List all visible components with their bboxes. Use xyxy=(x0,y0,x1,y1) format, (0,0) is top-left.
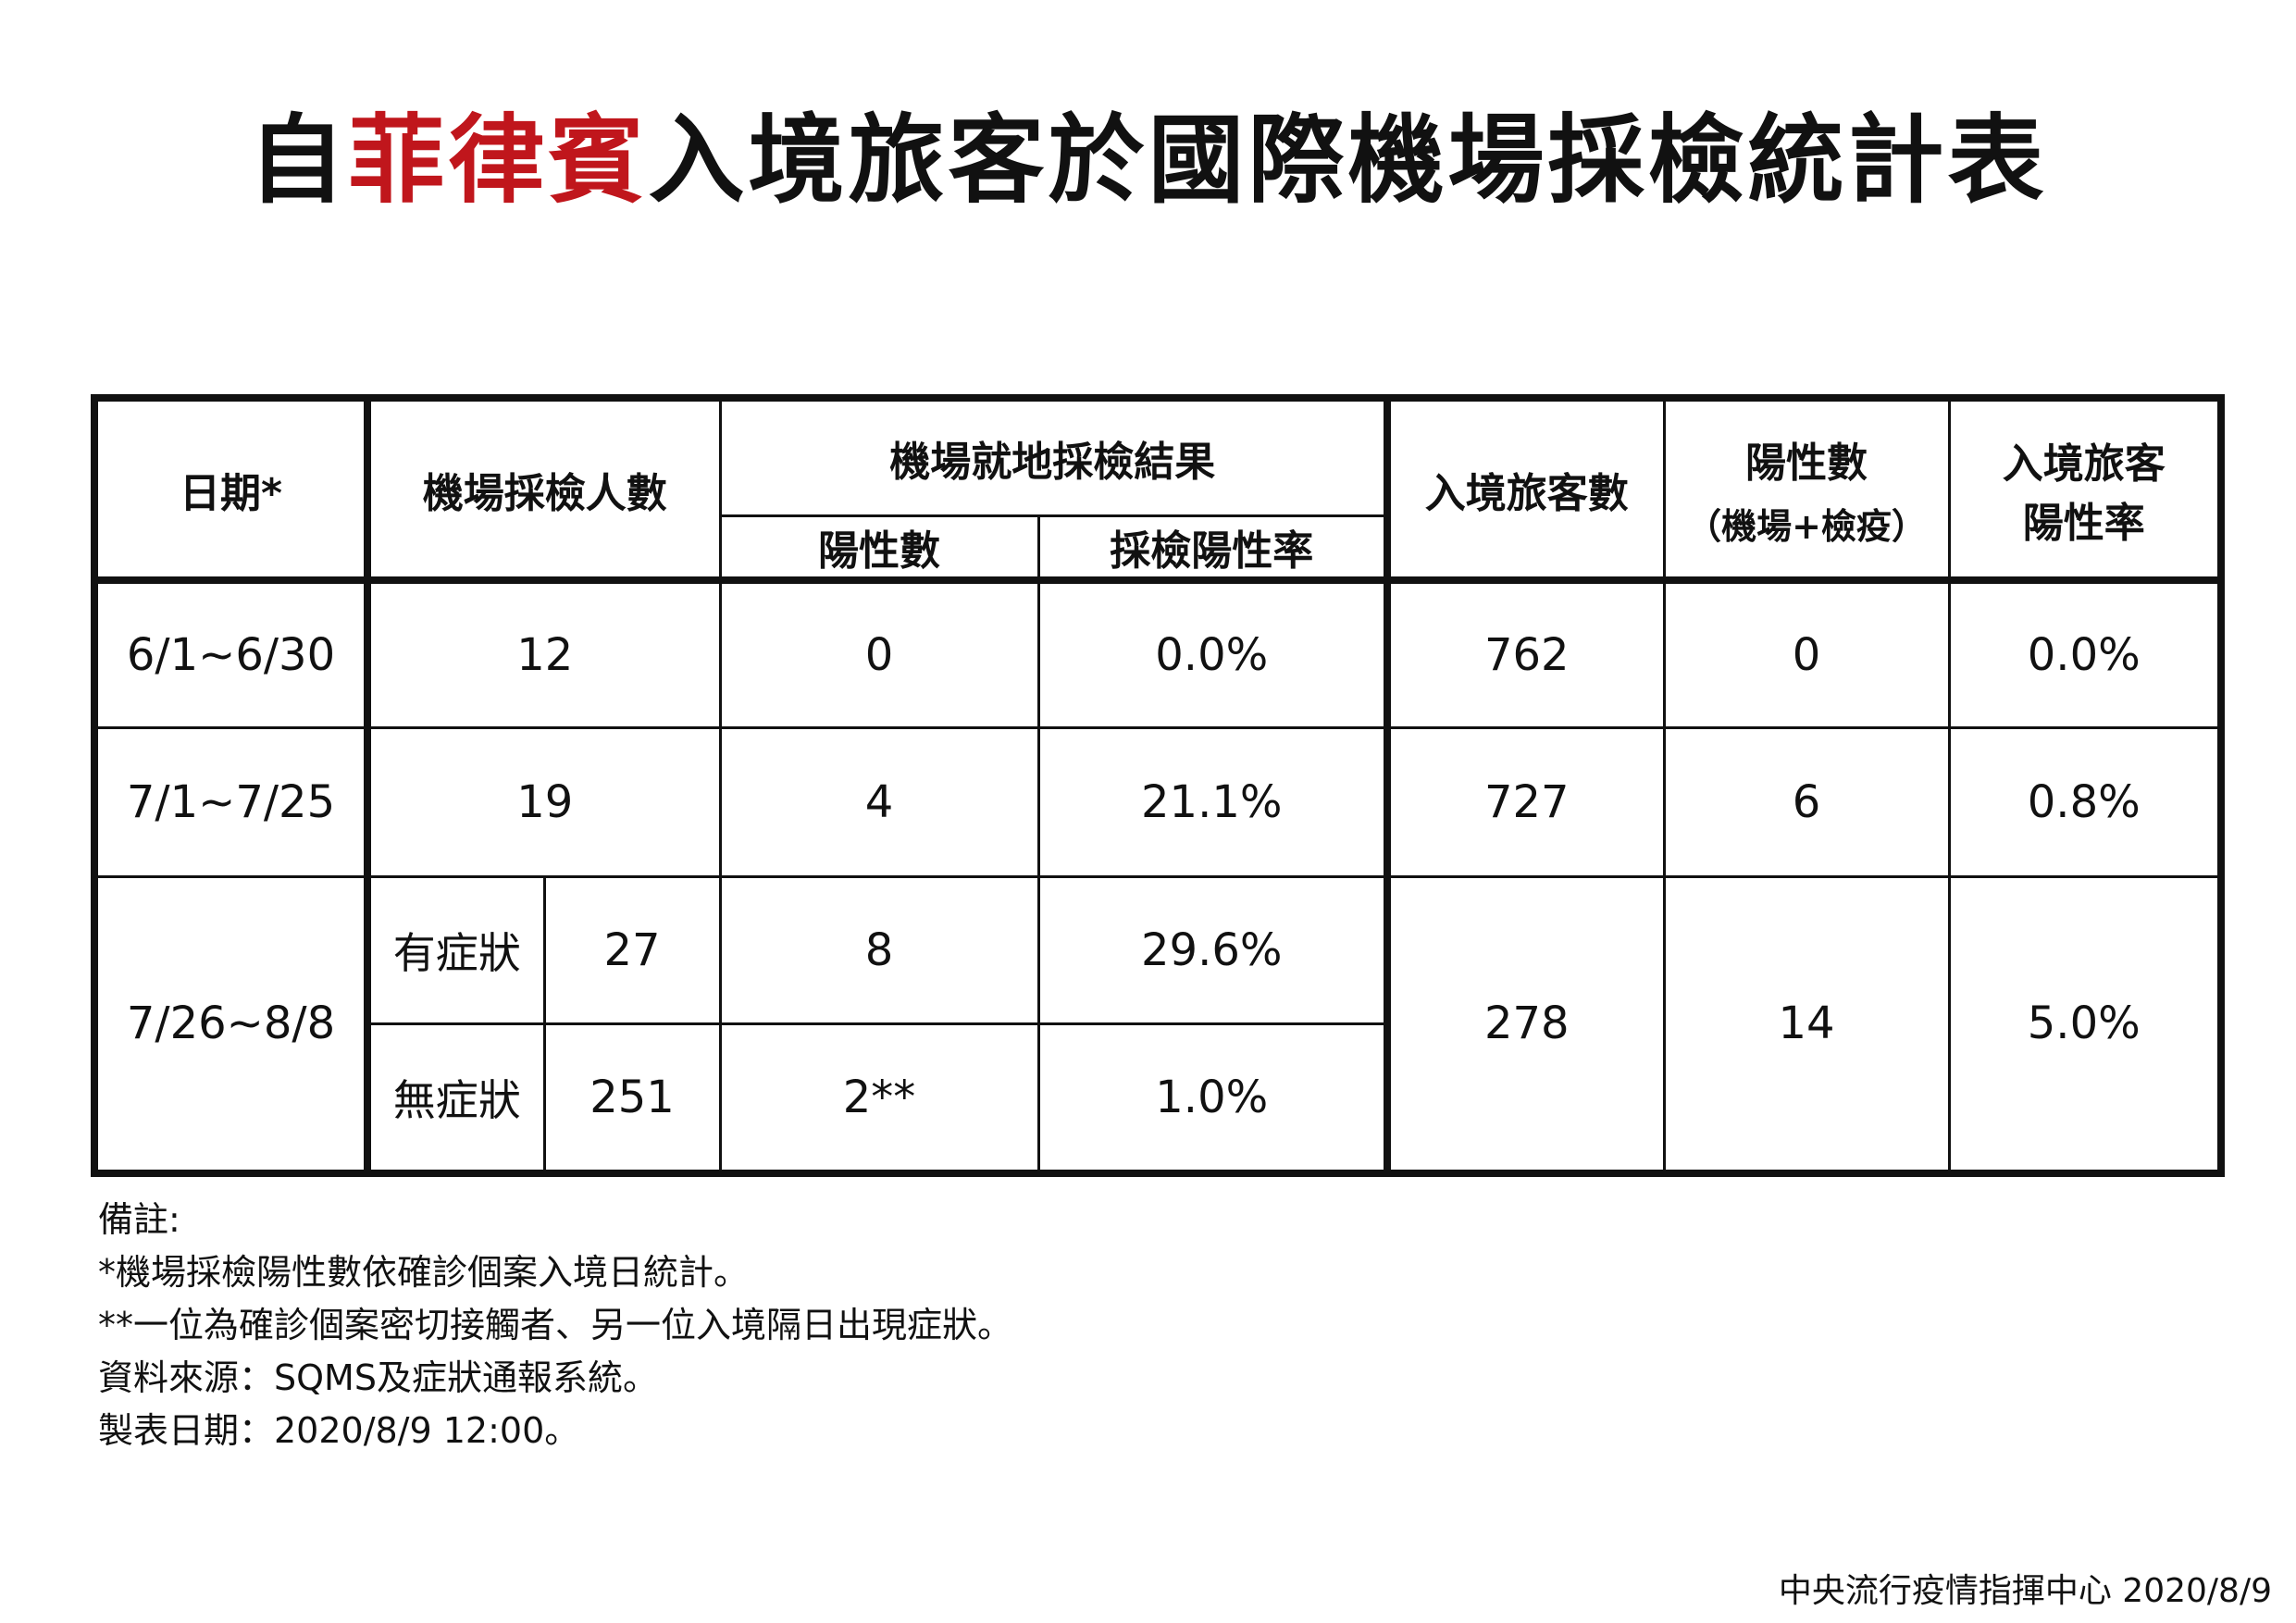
header-arrivals: 入境旅客數 xyxy=(1385,394,1666,584)
cell-tested: 19 xyxy=(366,725,722,878)
header-airport-tested: 機場採檢人數 xyxy=(366,394,722,584)
header-total-positive-sub: （機場+檢疫） xyxy=(1686,506,1927,547)
cell-rate: 0.0% xyxy=(1036,578,1391,729)
note-line: **一位為確診個案密切接觸者、另一位入境隔日出現症狀。 xyxy=(98,1305,1013,1345)
cell-symptom-label: 有症狀 xyxy=(366,874,546,1025)
cell-date: 6/1~6/30 xyxy=(91,578,371,729)
cell-arrival-rate: 5.0% xyxy=(1947,874,2225,1177)
header-arrival-rate-line2: 陽性率 xyxy=(2022,499,2145,547)
header-total-positive: 陽性數 （機場+檢疫） xyxy=(1662,394,1951,584)
header-arrival-rate-line1: 入境旅客 xyxy=(2002,440,2166,488)
note-line: 製表日期：2020/8/9 12:00。 xyxy=(98,1410,580,1451)
cell-positive: 8 xyxy=(718,874,1040,1025)
cell-tested: 27 xyxy=(542,874,722,1025)
cell-positive: 0 xyxy=(718,578,1040,729)
statistics-table: 日期* 機場採檢人數 機場就地採檢結果 入境旅客數 陽性數 （機場+檢疫） 入境旅… xyxy=(91,394,2225,1177)
header-total-positive-label: 陽性數 xyxy=(1745,440,1868,487)
table-row: 7/1~7/25 19 4 21.1% 727 6 0.8% xyxy=(91,725,2225,878)
notes: 備註: *機場採檢陽性數依確診個案入境日統計。 **一位為確診個案密切接觸者、另… xyxy=(98,1194,1012,1457)
cell-symptom-label: 無症狀 xyxy=(366,1022,546,1177)
title-text: 自 xyxy=(248,104,349,217)
cell-tested: 251 xyxy=(542,1022,722,1177)
cell-positive: 2** xyxy=(718,1022,1040,1177)
cell-total-positive: 6 xyxy=(1662,725,1951,878)
cell-total-positive: 0 xyxy=(1662,578,1951,729)
cell-arrival-rate: 0.8% xyxy=(1947,725,2225,878)
cell-total-positive: 14 xyxy=(1662,874,1951,1177)
cell-arrivals: 727 xyxy=(1385,725,1666,878)
table-row: 6/1~6/30 12 0 0.0% 762 0 0.0% xyxy=(91,578,2225,729)
page-title: 自菲律賓入境旅客於國際機場採檢統計表 xyxy=(0,100,2296,220)
note-line: 資料來源：SQMS及症狀通報系統。 xyxy=(98,1357,658,1398)
header-date: 日期* xyxy=(91,394,371,584)
cell-arrival-rate: 0.0% xyxy=(1947,578,2225,729)
header-arrival-rate: 入境旅客 陽性率 xyxy=(1947,394,2225,584)
title-text: 入境旅客於國際機場採檢統計表 xyxy=(648,104,2048,217)
cell-tested: 12 xyxy=(366,578,722,729)
cell-positive: 4 xyxy=(718,725,1040,878)
header-onsite-results: 機場就地採檢結果 xyxy=(718,394,1391,517)
cell-arrivals: 762 xyxy=(1385,578,1666,729)
title-highlight: 菲律賓 xyxy=(348,104,649,217)
cell-rate: 29.6% xyxy=(1036,874,1391,1025)
header-positive-rate: 採檢陽性率 xyxy=(1036,514,1391,584)
cell-date: 7/1~7/25 xyxy=(91,725,371,878)
footer-source: 中央流行疫情指揮中心 2020/8/9 xyxy=(1778,1572,2272,1610)
cell-rate: 21.1% xyxy=(1036,725,1391,878)
header-positive: 陽性數 xyxy=(718,514,1040,584)
note-line: *機場採檢陽性數依確診個案入境日統計。 xyxy=(98,1252,750,1293)
notes-heading: 備註: xyxy=(98,1199,180,1240)
cell-arrivals: 278 xyxy=(1385,874,1666,1177)
cell-rate: 1.0% xyxy=(1036,1022,1391,1177)
table-row: 無症狀 251 2** 1.0% xyxy=(94,1022,2221,1177)
cell-date: 7/26~8/8 xyxy=(91,874,371,1177)
table-row: 7/26~8/8 有症狀 27 8 29.6% 278 14 5.0% xyxy=(91,874,2225,1177)
